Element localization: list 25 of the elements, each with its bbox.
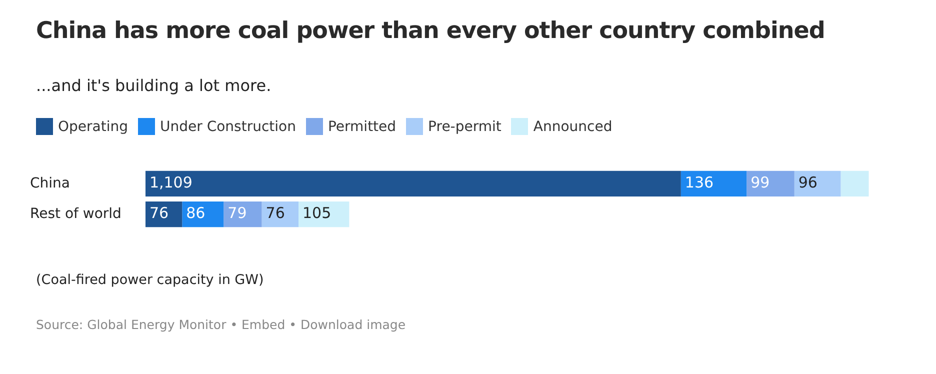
legend-label: Permitted xyxy=(328,118,396,134)
y-tick-label: Rest of world xyxy=(30,206,122,222)
bar xyxy=(680,170,747,197)
legend-label: Pre-permit xyxy=(428,118,502,134)
data-label: 99 xyxy=(750,174,770,192)
bar xyxy=(746,170,794,197)
data-label: 96 xyxy=(798,174,818,192)
data-label: 105 xyxy=(302,204,332,222)
data-label: 76 xyxy=(149,204,169,222)
bar xyxy=(145,170,681,197)
source-note: Source: Global Energy Monitor • Embed • Download image xyxy=(36,317,406,332)
bar xyxy=(840,170,869,197)
text: (Coal-fired power capacity in GW) xyxy=(36,272,264,288)
chart-subtitle: ...and it's building a lot more. xyxy=(36,76,272,95)
legend-label: Announced xyxy=(533,118,612,134)
y-tick-label: China xyxy=(30,175,70,192)
data-label: 86 xyxy=(186,204,206,222)
legend-label: Operating xyxy=(58,118,128,134)
data-label: 1,109 xyxy=(149,174,192,192)
data-label: 136 xyxy=(684,174,714,192)
bar xyxy=(224,201,262,228)
data-label: 76 xyxy=(266,204,285,222)
legend-label: Under Construction xyxy=(160,118,296,134)
chart-title: China has more coal power than every other country combined xyxy=(36,18,825,44)
data-label: 79 xyxy=(228,204,247,222)
